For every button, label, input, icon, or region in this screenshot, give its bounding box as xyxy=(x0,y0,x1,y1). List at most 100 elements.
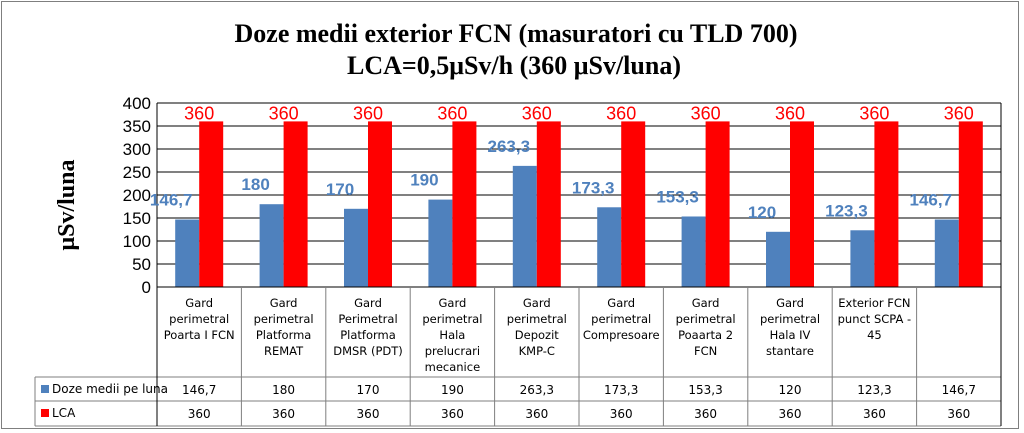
legend-key xyxy=(41,385,49,393)
data-label-doze-medii: 170 xyxy=(326,180,354,199)
table-cell-value: 123,3 xyxy=(857,383,891,397)
table-cell-value: 360 xyxy=(357,407,380,421)
table-cell-value: 360 xyxy=(272,407,295,421)
category-label: Platforma xyxy=(340,328,396,342)
table-cell-value: 360 xyxy=(525,407,548,421)
table-cell-value: 170 xyxy=(357,383,380,397)
table-cell-value: 180 xyxy=(272,383,295,397)
data-label-lca: 360 xyxy=(522,103,552,123)
category-label: Gard xyxy=(692,296,720,310)
table-cell-value: 360 xyxy=(441,407,464,421)
category-label: perimetral xyxy=(676,312,736,326)
y-tick-label: 50 xyxy=(132,255,151,274)
category-label: KMP-C xyxy=(519,344,555,358)
category-label: perimetral xyxy=(591,312,651,326)
data-label-doze-medii: 123,3 xyxy=(825,201,868,220)
category-label: FCN xyxy=(694,344,717,358)
data-label-doze-medii: 263,3 xyxy=(488,137,531,156)
y-tick-label: 150 xyxy=(123,209,151,228)
bar-doze-medii xyxy=(259,204,284,287)
bar-lca xyxy=(199,121,224,288)
data-label-doze-medii: 120 xyxy=(748,203,776,222)
category-label: Depozit xyxy=(515,328,559,342)
table-cell-value: 360 xyxy=(610,407,633,421)
category-label: Poarta I FCN xyxy=(164,328,235,342)
data-label-doze-medii: 146,7 xyxy=(150,191,193,210)
bar-lca xyxy=(790,121,814,288)
bar-lca xyxy=(705,121,730,288)
bar-lca xyxy=(536,121,561,288)
data-label-lca: 360 xyxy=(353,103,383,123)
category-label: Gard xyxy=(439,296,467,310)
category-label: Gard xyxy=(270,296,298,310)
category-label: perimetral xyxy=(254,312,314,326)
bar-doze-medii xyxy=(681,216,706,287)
y-axis-label: μSv/luna xyxy=(54,160,80,251)
category-label: Hala IV xyxy=(770,328,811,342)
data-label-lca: 360 xyxy=(775,103,805,123)
data-label-lca: 360 xyxy=(437,103,467,123)
bar-lca xyxy=(283,121,308,288)
table-cell-value: 360 xyxy=(947,407,970,421)
data-label-lca: 360 xyxy=(859,103,889,123)
data-label-lca: 360 xyxy=(184,103,214,123)
table-cell-value: 146,7 xyxy=(942,383,976,397)
bar-lca xyxy=(874,121,899,288)
bar-doze-medii xyxy=(766,231,790,287)
category-label: perimetral xyxy=(422,312,482,326)
category-label: perimetral xyxy=(760,312,820,326)
category-label: prelucrari xyxy=(425,344,480,358)
category-label: DMSR (PDT) xyxy=(333,344,403,358)
category-label: Gard xyxy=(607,296,635,310)
category-label: REMAT xyxy=(264,344,304,358)
bar-lca xyxy=(368,121,392,288)
y-tick-label: 100 xyxy=(123,232,151,251)
category-label: 45 xyxy=(867,328,882,342)
category-label: Poaarta 2 xyxy=(678,328,733,342)
bar-doze-medii xyxy=(428,199,453,287)
bar-doze-medii xyxy=(597,207,622,287)
table-cell-value: 173,3 xyxy=(604,383,638,397)
category-label: perimetral xyxy=(507,312,567,326)
category-label: stantare xyxy=(766,344,814,358)
table-cell-value: 146,7 xyxy=(182,383,216,397)
y-tick-label: 400 xyxy=(123,94,151,113)
chart-title-line-2: LCA=0,5μSv/h (360 μSv/luna) xyxy=(347,51,681,80)
table-cell-value: 190 xyxy=(441,383,464,397)
category-label: Gard xyxy=(185,296,213,310)
data-label-lca: 360 xyxy=(691,103,721,123)
y-tick-label: 200 xyxy=(123,186,151,205)
table-cell-value: 263,3 xyxy=(520,383,554,397)
chart-title-line-1: Doze medii exterior FCN (masuratori cu T… xyxy=(235,19,798,48)
data-label-doze-medii: 180 xyxy=(241,175,269,194)
data-label-lca: 360 xyxy=(269,103,299,123)
y-tick-label: 0 xyxy=(142,278,151,297)
legend-key xyxy=(41,409,49,417)
bar-lca xyxy=(958,121,983,288)
category-label: Gard xyxy=(354,296,382,310)
table-cell-value: 360 xyxy=(188,407,211,421)
table-cell-value: 360 xyxy=(694,407,717,421)
table-cell-value: 360 xyxy=(779,407,802,421)
category-label: perimetral xyxy=(169,312,229,326)
data-label-doze-medii: 153,3 xyxy=(656,187,699,206)
y-tick-label: 250 xyxy=(123,163,151,182)
category-label: Exterior FCN xyxy=(838,296,910,310)
data-label-doze-medii: 146,7 xyxy=(910,191,953,210)
category-label: mecanice xyxy=(425,360,481,374)
legend-label: Doze medii pe luna xyxy=(52,382,168,396)
data-label-lca: 360 xyxy=(944,103,974,123)
bar-doze-medii xyxy=(512,165,537,287)
data-label-doze-medii: 173,3 xyxy=(572,178,615,197)
bar-lca xyxy=(621,121,646,288)
bar-doze-medii xyxy=(175,219,200,287)
category-label: Compresoare xyxy=(583,328,660,342)
y-tick-label: 350 xyxy=(123,117,151,136)
bar-doze-medii xyxy=(850,230,875,287)
category-label: Hala xyxy=(439,328,465,342)
bar-doze-medii xyxy=(344,208,368,287)
bar-doze-medii xyxy=(934,219,959,287)
data-label-doze-medii: 190 xyxy=(410,171,438,190)
table-cell-value: 120 xyxy=(779,383,802,397)
